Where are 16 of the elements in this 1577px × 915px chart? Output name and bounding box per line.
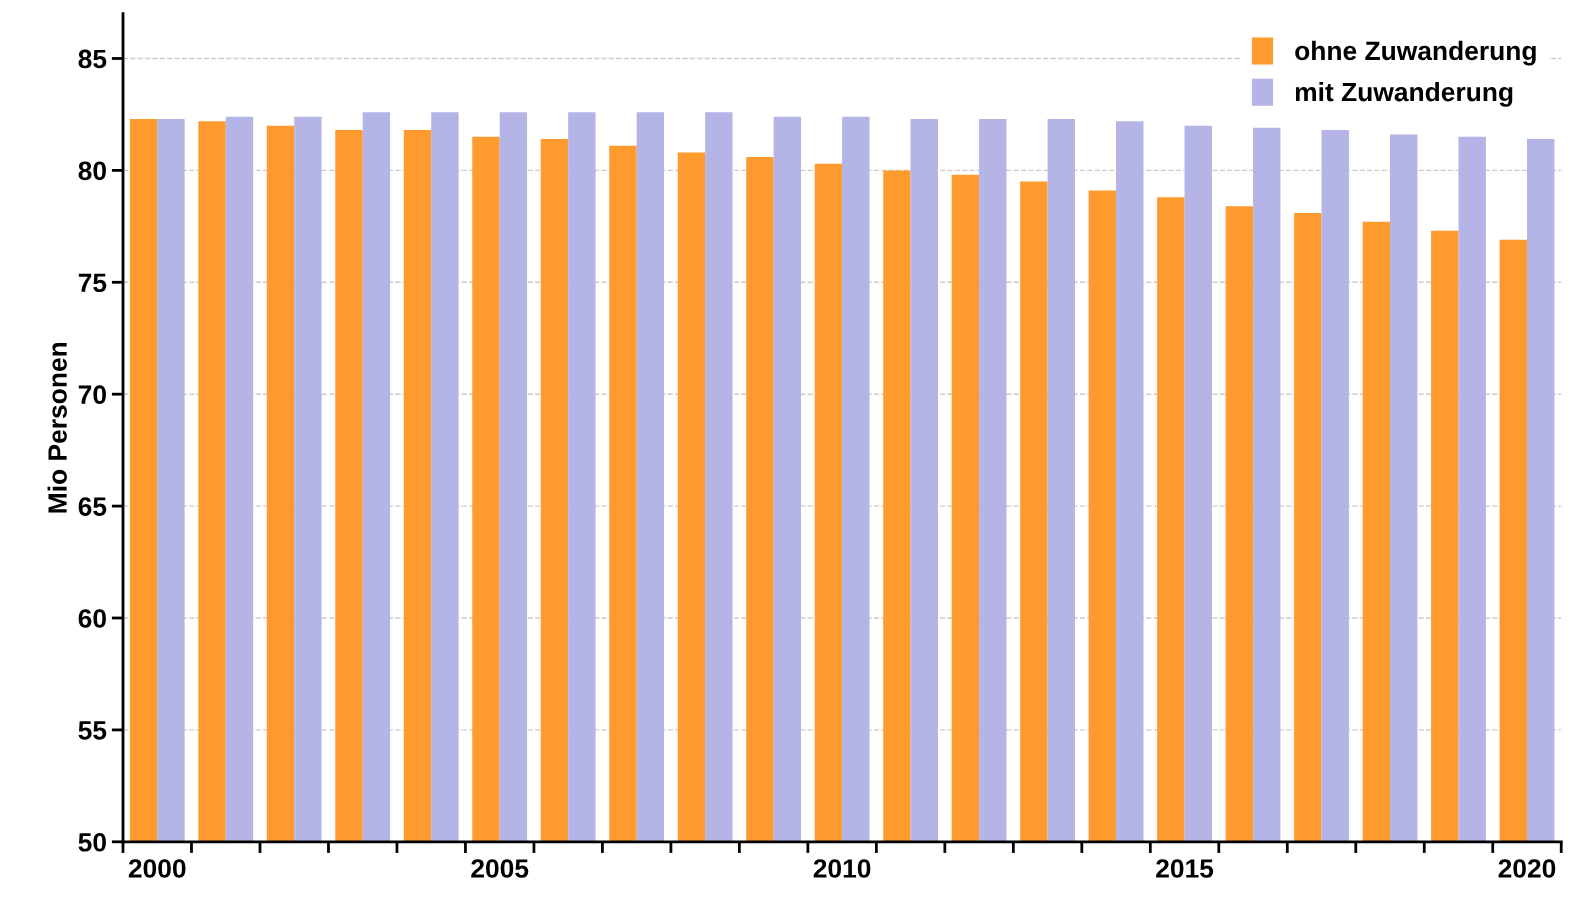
- y-tick-label: 70: [78, 385, 106, 405]
- y-tick-label: 60: [78, 609, 106, 628]
- x-tick-label: 2015: [1156, 859, 1214, 878]
- x-tick-label: 2005: [471, 859, 529, 878]
- y-tick-label: 50: [78, 832, 106, 852]
- x-tick-label: 2020: [1498, 859, 1556, 878]
- y-tick-label: 75: [78, 273, 107, 293]
- y-tick-label: 65: [78, 497, 107, 516]
- y-tick-label: 85: [78, 49, 107, 69]
- legend-label: mit Zuwanderung: [1295, 82, 1513, 107]
- y-axis-title: Mio Personen: [47, 342, 67, 513]
- y-tick-label: 80: [78, 161, 106, 181]
- legend-label: ohne Zuwanderung: [1295, 40, 1536, 66]
- x-tick-label: 2000: [128, 859, 186, 878]
- x-tick-label: 2010: [813, 859, 871, 878]
- y-tick-label: 55: [78, 721, 107, 740]
